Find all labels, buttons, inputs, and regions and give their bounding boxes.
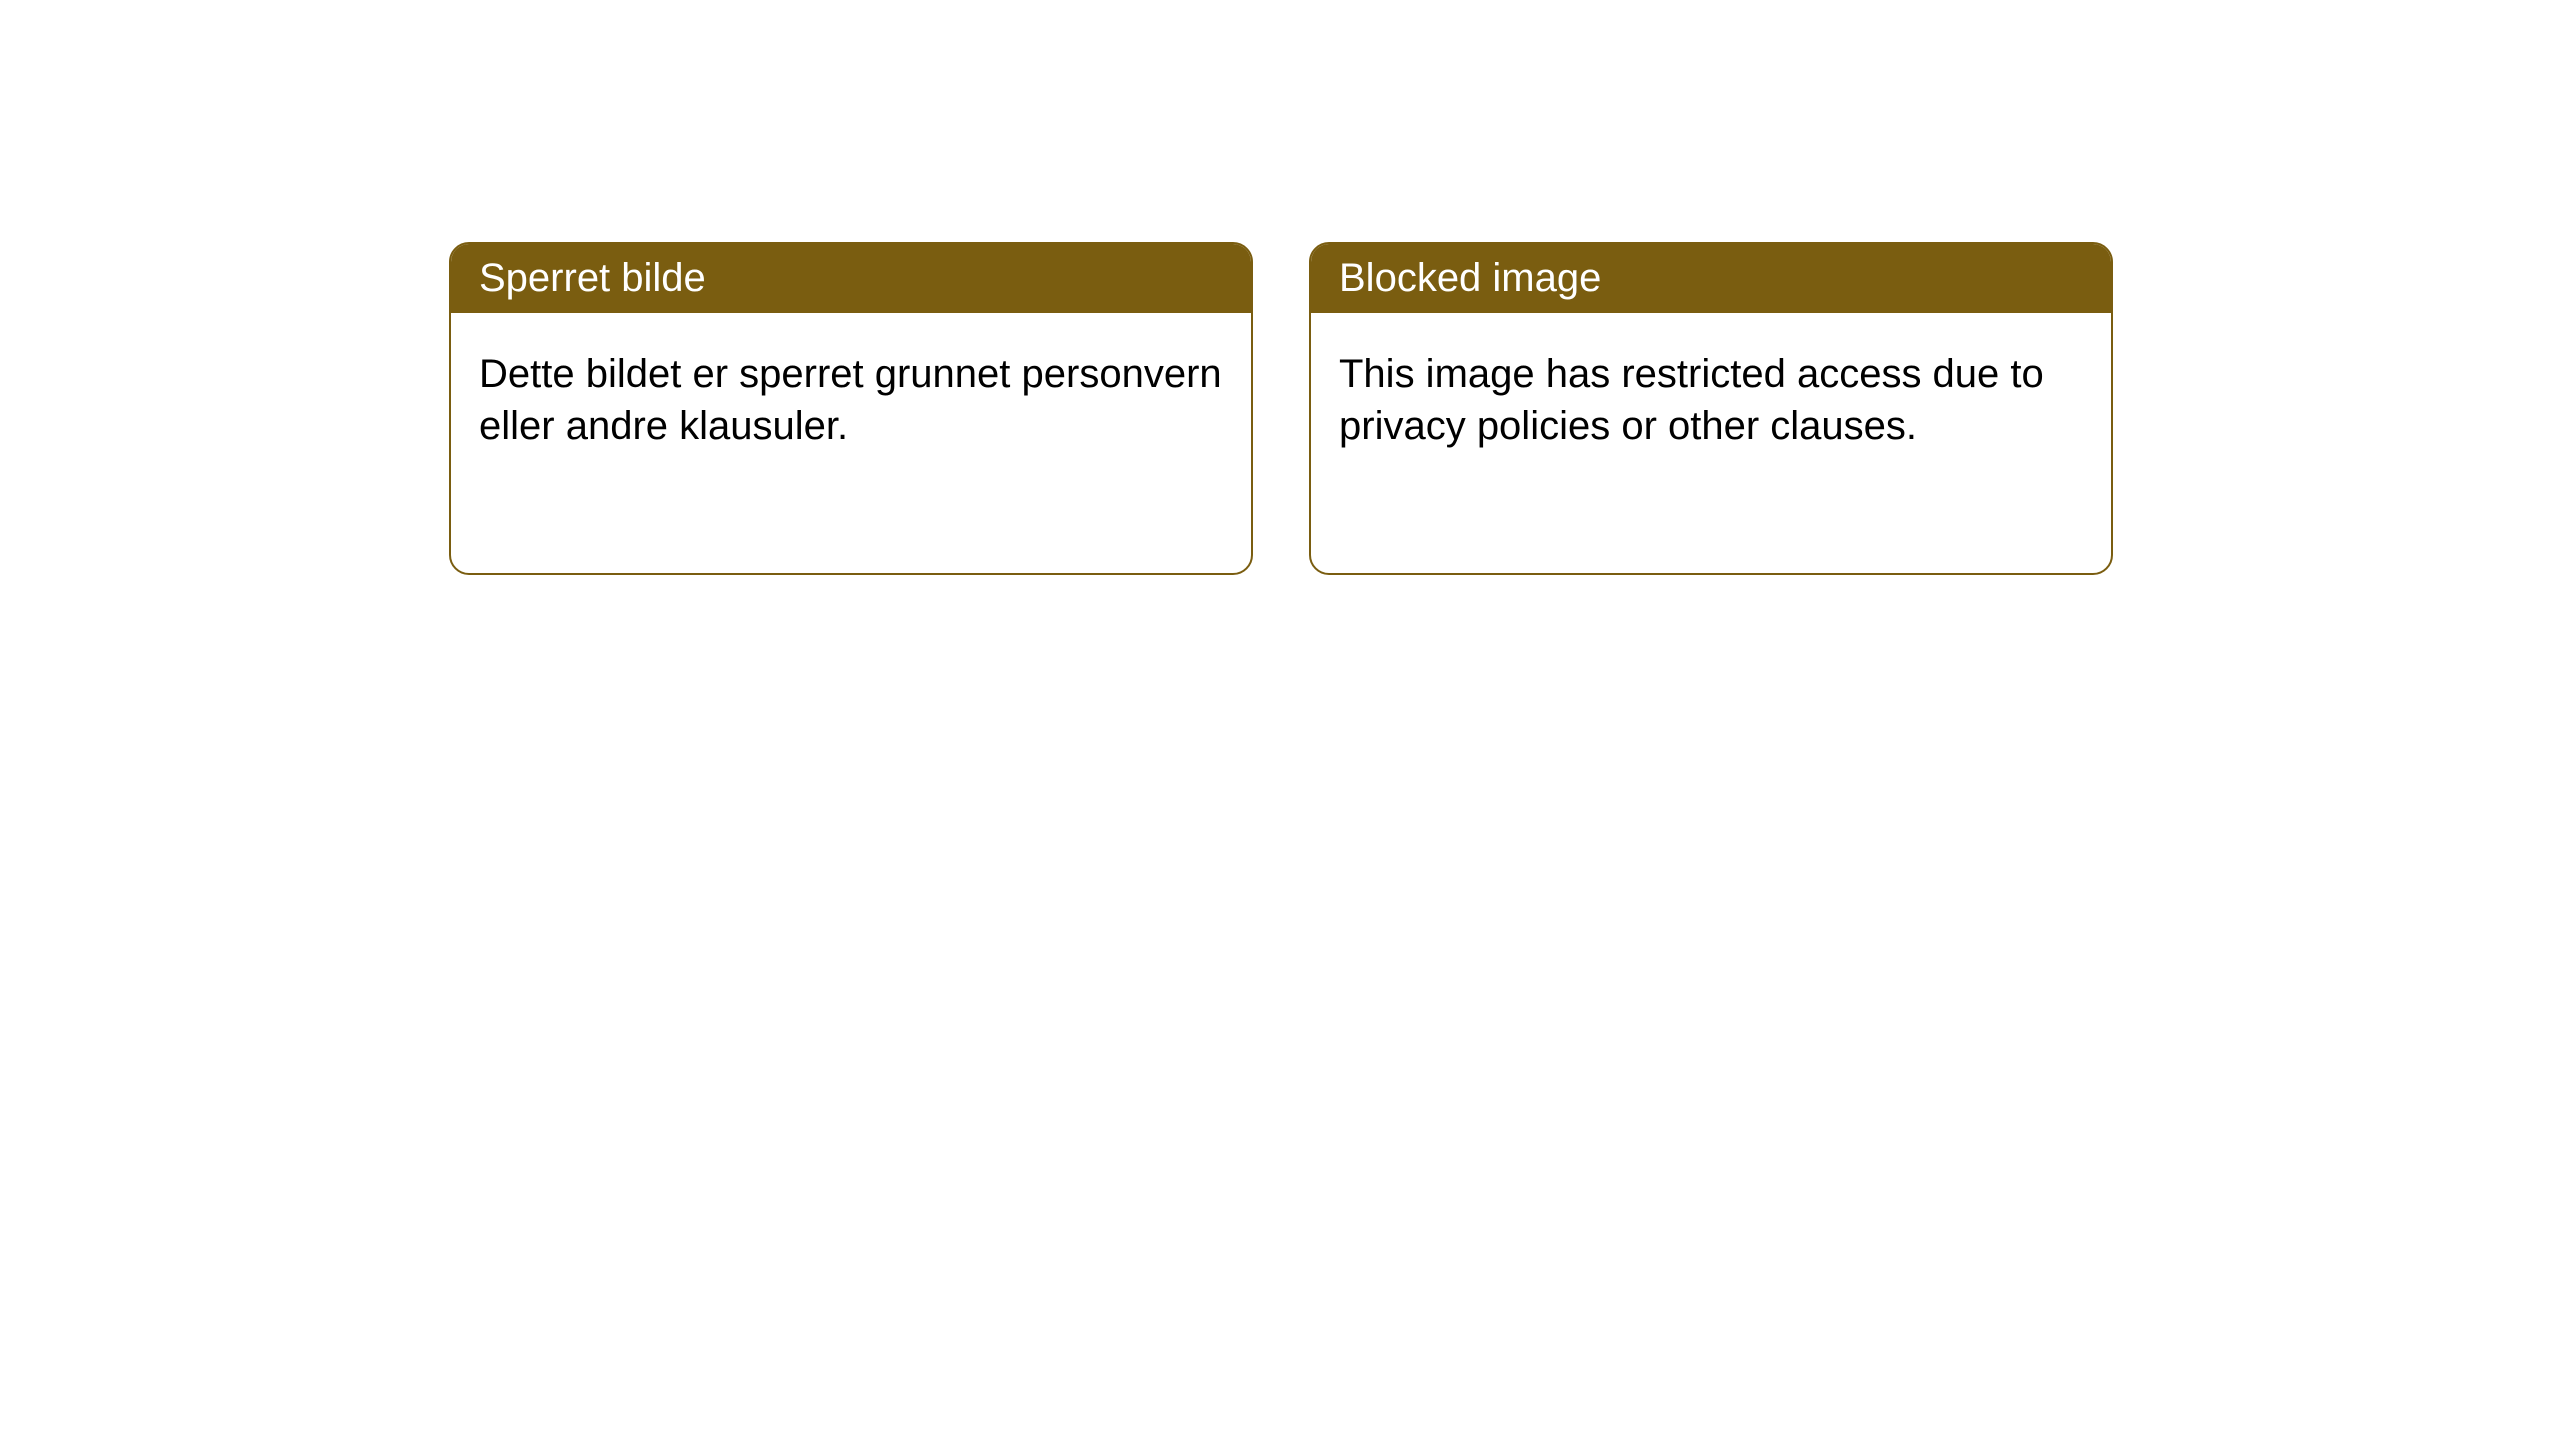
notice-cards-container: Sperret bilde Dette bildet er sperret gr… [0, 0, 2560, 575]
card-body-text: This image has restricted access due to … [1339, 352, 2044, 448]
card-header: Blocked image [1311, 244, 2111, 313]
card-body: This image has restricted access due to … [1311, 313, 2111, 487]
notice-card-english: Blocked image This image has restricted … [1309, 242, 2113, 575]
notice-card-norwegian: Sperret bilde Dette bildet er sperret gr… [449, 242, 1253, 575]
card-title: Blocked image [1339, 256, 1601, 300]
card-header: Sperret bilde [451, 244, 1251, 313]
card-title: Sperret bilde [479, 256, 706, 300]
card-body: Dette bildet er sperret grunnet personve… [451, 313, 1251, 487]
card-body-text: Dette bildet er sperret grunnet personve… [479, 352, 1222, 448]
